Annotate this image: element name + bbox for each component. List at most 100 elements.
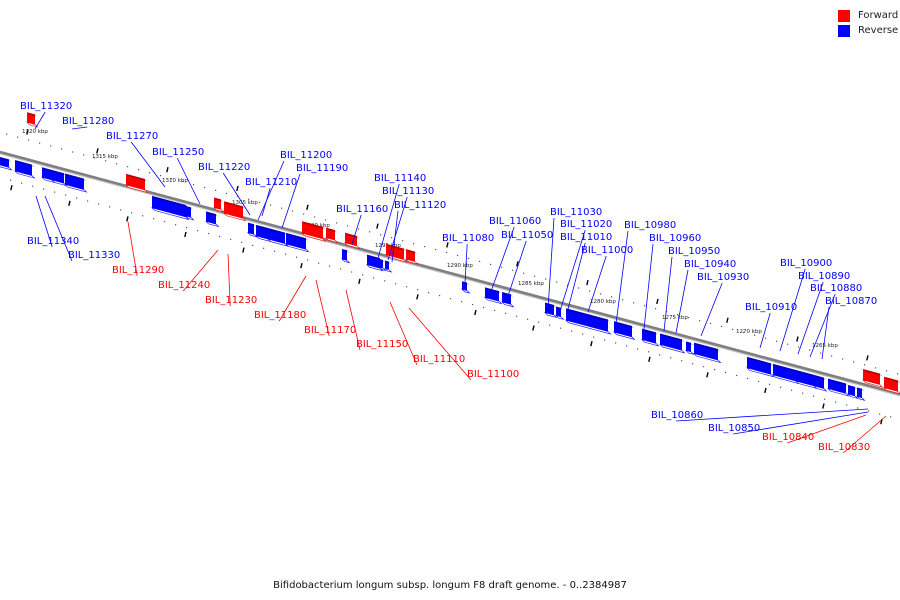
gene-block <box>684 341 695 355</box>
block-bevel <box>773 363 799 373</box>
leader-line <box>345 289 361 351</box>
block-face <box>0 156 9 168</box>
leader-line <box>281 173 301 229</box>
lower-tick <box>242 247 245 253</box>
track-dot-lower <box>241 241 243 243</box>
gene-label[interactable]: BIL_11150 <box>356 339 408 350</box>
track-dot-upper <box>732 328 734 330</box>
gene-label[interactable]: BIL_10900 <box>780 258 832 269</box>
track-dot-lower <box>571 330 573 332</box>
lower-tick <box>532 325 535 331</box>
block-bevel <box>52 169 67 176</box>
track-dot-upper <box>72 151 74 153</box>
gene-label[interactable]: BIL_11320 <box>20 101 72 112</box>
gene-block <box>13 160 36 179</box>
gene-label[interactable]: BIL_10840 <box>762 432 814 443</box>
gene-label[interactable]: BIL_11330 <box>68 250 120 261</box>
gene-label[interactable]: BIL_11210 <box>245 177 297 188</box>
block-face <box>660 333 682 351</box>
gene-label[interactable]: BIL_11030 <box>550 207 602 218</box>
legend-reverse-label: Reverse <box>858 25 899 36</box>
gene-block <box>25 112 39 128</box>
gene-label[interactable]: BIL_10880 <box>810 283 862 294</box>
gene-label[interactable]: BIL_10980 <box>624 220 676 231</box>
upper-tick <box>796 336 799 342</box>
gene-label[interactable]: BIL_10910 <box>745 302 797 313</box>
gene-label[interactable]: BIL_11190 <box>296 163 348 174</box>
gene-label[interactable]: BIL_11220 <box>198 162 250 173</box>
gene-label[interactable]: BIL_11270 <box>106 131 158 142</box>
track-dot-upper <box>468 257 470 259</box>
gene-label[interactable]: BIL_11340 <box>27 236 79 247</box>
gene-label[interactable]: BIL_10870 <box>825 296 877 307</box>
track-dot-upper <box>39 142 41 144</box>
track-dot-upper <box>897 373 899 375</box>
gene-label[interactable]: BIL_11080 <box>442 233 494 244</box>
gene-label[interactable]: BIL_11050 <box>501 230 553 241</box>
gene-block <box>404 249 419 265</box>
block-bevel <box>65 173 87 182</box>
track-dot-lower <box>285 253 287 255</box>
gene-label[interactable]: BIL_11120 <box>394 200 446 211</box>
gene-label[interactable]: BIL_10890 <box>798 271 850 282</box>
track-dot-lower <box>296 256 298 258</box>
gene-label[interactable]: BIL_11290 <box>112 265 164 276</box>
track-dot-upper <box>94 157 96 159</box>
track-dot-upper <box>644 305 646 307</box>
block-face <box>186 206 191 218</box>
gene-block <box>284 232 310 253</box>
leader-line <box>559 229 586 312</box>
leader-line <box>675 269 689 334</box>
track-dot-upper <box>875 367 877 369</box>
gene-label[interactable]: BIL_11060 <box>489 216 541 227</box>
gene-label[interactable]: BIL_11020 <box>560 219 612 230</box>
leader-line <box>676 408 869 422</box>
track-dot-upper <box>347 225 349 227</box>
leader-line <box>377 183 400 259</box>
track-dot-lower <box>208 232 210 235</box>
gene-label[interactable]: BIL_11140 <box>374 173 426 184</box>
track-dot-upper <box>776 340 778 342</box>
gene-label[interactable]: BIL_11230 <box>205 295 257 306</box>
gene-label[interactable]: BIL_11160 <box>336 204 388 215</box>
gene-label[interactable]: BIL_11200 <box>280 150 332 161</box>
gene-label[interactable]: BIL_11280 <box>62 116 114 127</box>
gene-label[interactable]: BIL_10930 <box>697 272 749 283</box>
block-bevel <box>380 259 386 263</box>
block-shadow <box>222 212 247 222</box>
gene-label[interactable]: BIL_11130 <box>382 186 434 197</box>
track-dot-upper <box>380 234 382 236</box>
track-dot-lower <box>384 280 386 282</box>
gene-label[interactable]: BIL_11180 <box>254 310 306 321</box>
gene-label[interactable]: BIL_11170 <box>304 325 356 336</box>
genome-caption: Bifidobacterium longum subsp. longum F8 … <box>273 580 627 591</box>
track-dot-upper <box>743 331 745 333</box>
gene-label[interactable]: BIL_11110 <box>413 354 465 365</box>
track-dot-lower <box>10 179 12 181</box>
gene-label[interactable]: BIL_11240 <box>158 280 210 291</box>
upper-tick <box>166 167 169 173</box>
gene-label[interactable]: BIL_11100 <box>467 369 519 380</box>
gene-label[interactable]: BIL_10850 <box>708 423 760 434</box>
gene-label[interactable]: BIL_10950 <box>668 246 720 257</box>
track-dot-upper <box>600 293 602 295</box>
track-dot-lower <box>351 271 353 273</box>
gene-label[interactable]: BIL_10960 <box>649 233 701 244</box>
track-dot-upper <box>50 145 52 147</box>
track-dot-lower <box>560 327 562 329</box>
block-face <box>224 201 243 219</box>
gene-block <box>692 342 722 364</box>
gene-label[interactable]: BIL_10940 <box>684 259 736 270</box>
gene-label[interactable]: BIL_11010 <box>560 232 612 243</box>
gene-label[interactable]: BIL_11250 <box>152 147 204 158</box>
block-face <box>502 291 511 305</box>
track-dot-upper <box>61 148 63 150</box>
gene-label[interactable]: BIL_10830 <box>818 442 870 453</box>
gene-block <box>812 374 828 392</box>
track-dot-upper <box>435 249 437 251</box>
gene-label[interactable]: BIL_10860 <box>651 410 703 421</box>
block-shadow <box>300 232 327 242</box>
gene-label[interactable]: BIL_11000 <box>581 245 633 256</box>
